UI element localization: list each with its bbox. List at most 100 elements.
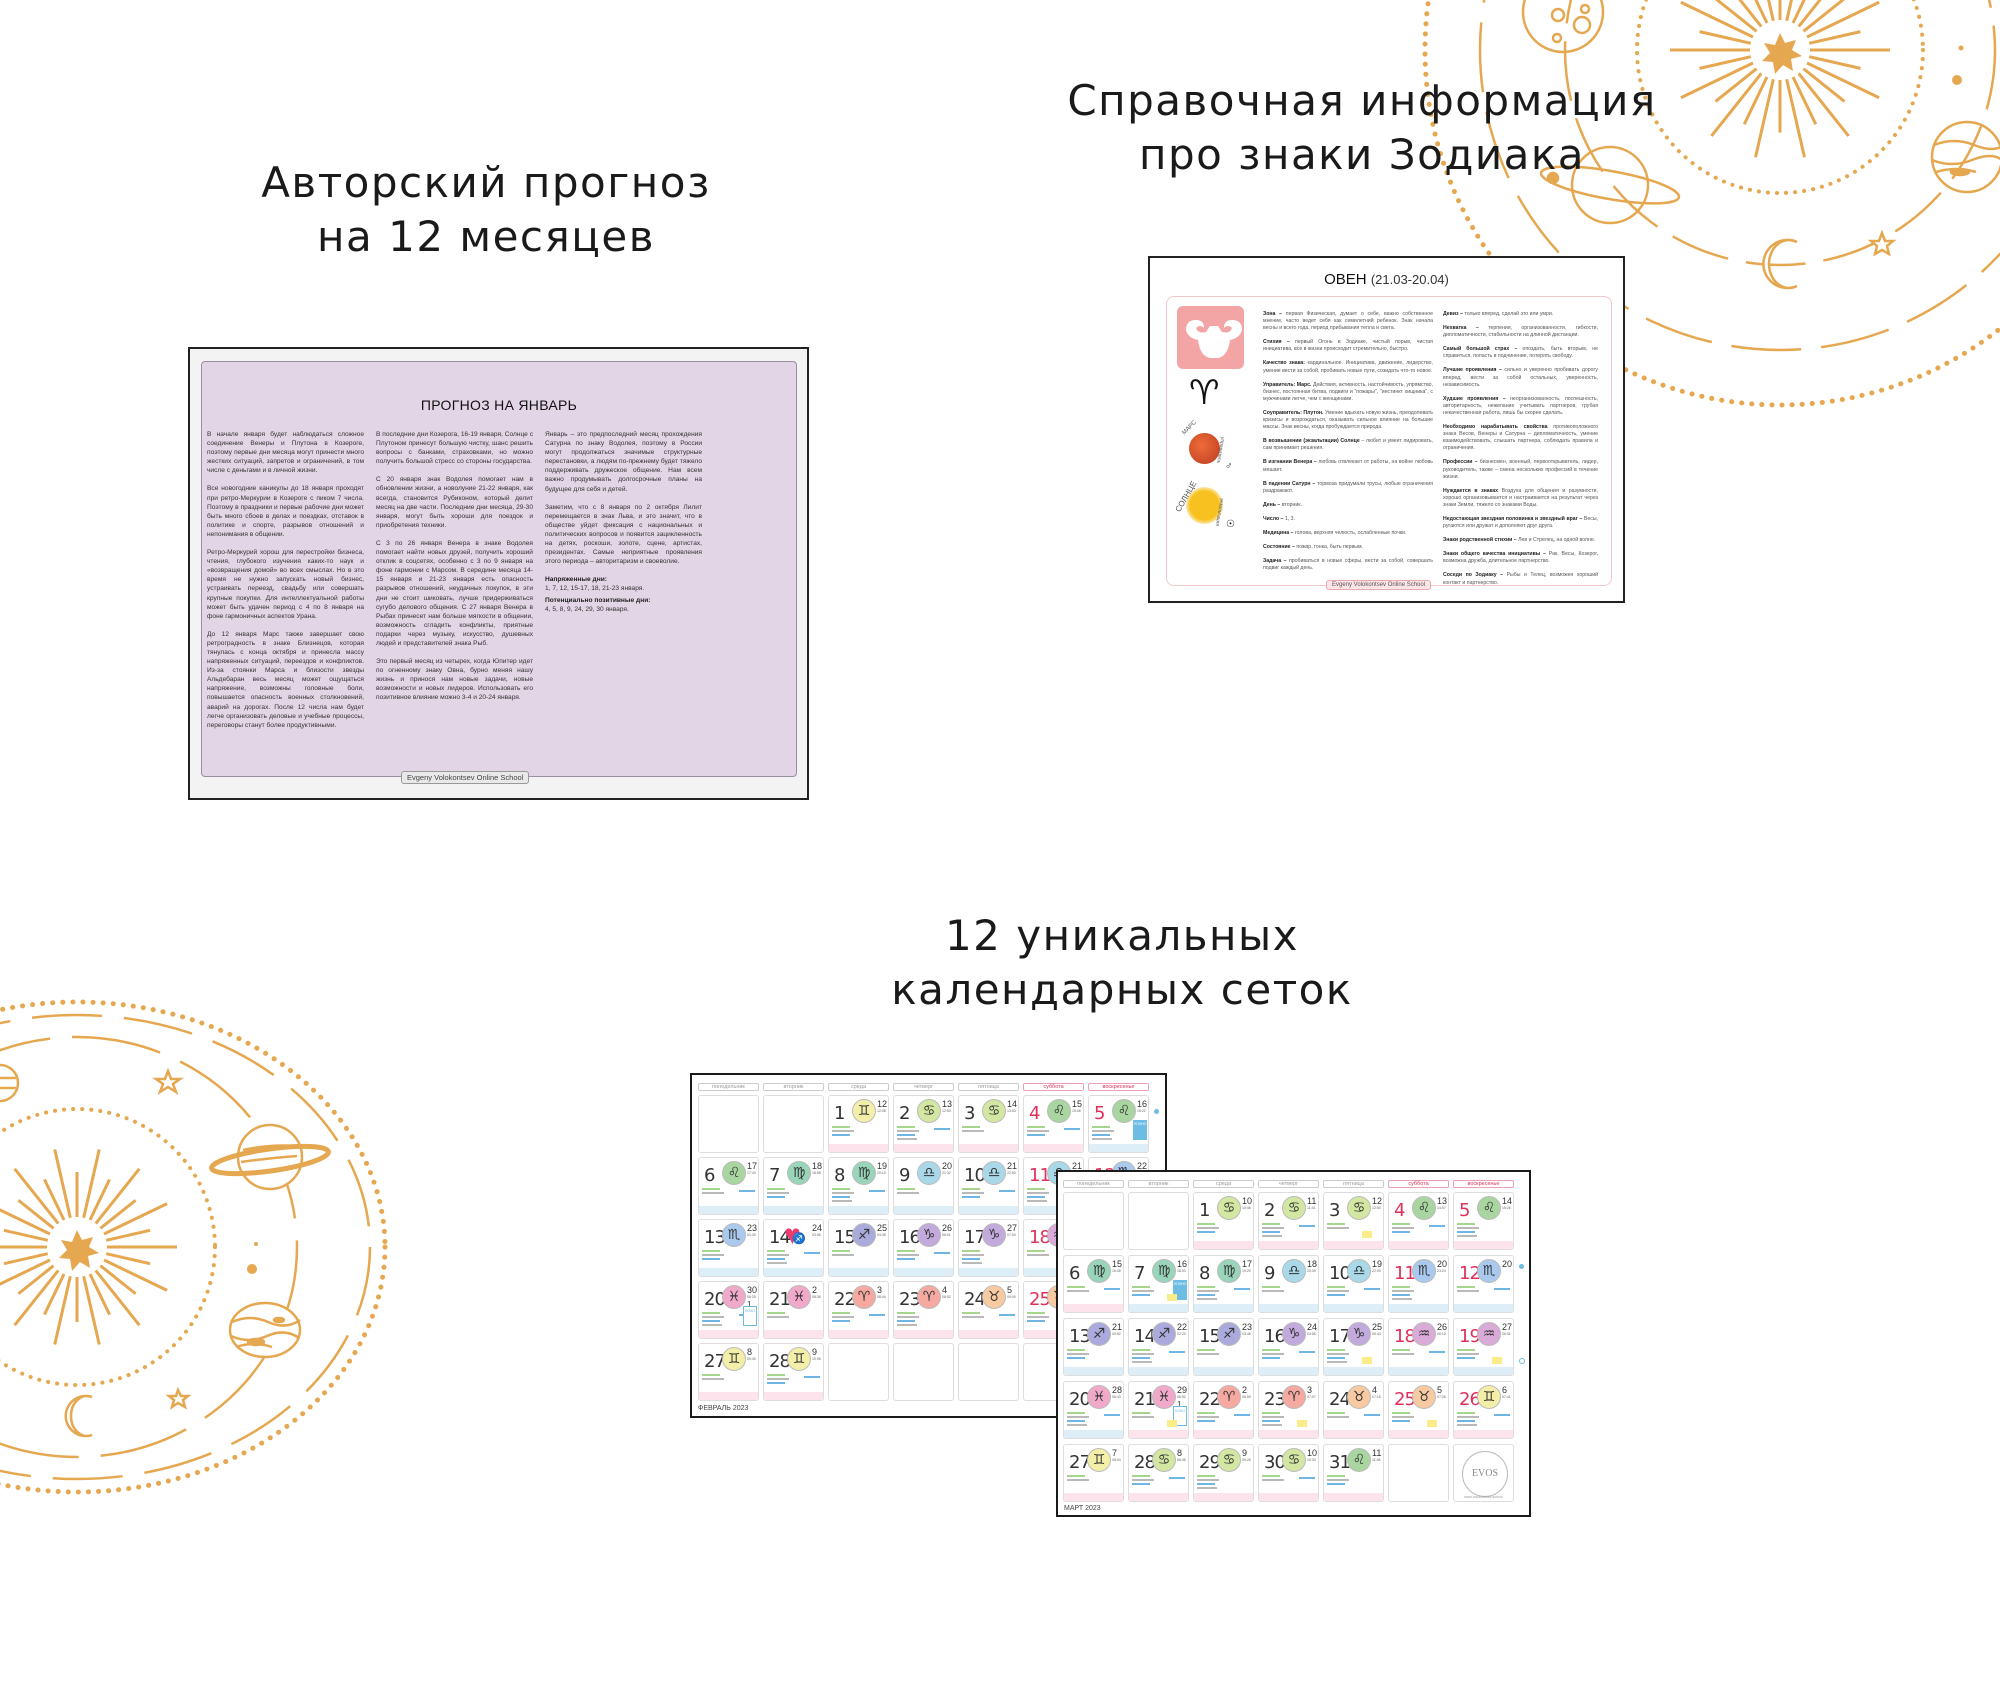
zodiac-sign-icon: ♈	[1282, 1385, 1306, 1409]
sun-ray	[103, 1258, 168, 1292]
day-number: 24	[964, 1289, 986, 1310]
zodiac-sign-icon: ♋	[982, 1099, 1006, 1123]
info-text: тормоза придумали трусы, любые ограничен…	[1263, 480, 1433, 494]
lunar-day: 18	[1307, 1259, 1318, 1269]
aspect-line	[1197, 1483, 1215, 1485]
aspect-line	[1494, 1414, 1510, 1416]
info-label: Число –	[1263, 515, 1284, 522]
day-footer-band	[959, 1144, 1018, 1152]
zodiac-sign-icon: ♌	[722, 1161, 746, 1185]
moonrise-time: 11:48	[1372, 1458, 1381, 1462]
aries-info-item: Качество знака: кардинальное. Инициатива…	[1263, 360, 1433, 374]
day-cell: 21 ♓ 2 08:36	[763, 1281, 824, 1339]
zodiac-sign-icon: ♒	[1477, 1322, 1501, 1346]
aspect-line	[1457, 1231, 1475, 1233]
day-cell: 14 ♐ 22 02:20	[1128, 1318, 1189, 1376]
aries-info-item: Знаки общего качества инициативы – Рак, …	[1443, 551, 1598, 565]
forecast-column-2: В последние дни Козерога, 16-19 января, …	[376, 430, 533, 712]
zodiac-sign-icon: ♑	[917, 1223, 941, 1247]
day-number: 25	[1394, 1389, 1416, 1410]
aspect-line	[1169, 1351, 1185, 1353]
day-footer-band	[829, 1144, 888, 1152]
sun-ray	[1680, 0, 1754, 39]
zodiac-sign-icon: ♐	[852, 1223, 876, 1247]
zodiac-sign-icon: ♑	[982, 1223, 1006, 1247]
aspect-line	[1197, 1487, 1217, 1489]
aspect-line	[832, 1200, 852, 1202]
day-number: 23	[1264, 1389, 1286, 1410]
lunar-day: 20	[1437, 1259, 1448, 1269]
day-number: 16	[1264, 1326, 1286, 1347]
day-number: 1	[1199, 1200, 1210, 1221]
zodiac-sign-icon: ♌	[1347, 1448, 1371, 1472]
day-footer-band	[894, 1330, 953, 1338]
aspect-line	[1067, 1286, 1085, 1288]
info-label: Задача –	[1263, 558, 1287, 565]
sun-ray	[1754, 78, 1775, 158]
zodiac-sign-icon: ♑	[1282, 1322, 1306, 1346]
zodiac-sign-icon: ♊	[787, 1347, 811, 1371]
moonrise-time: 15:06	[1072, 1109, 1081, 1113]
day-number: 5	[1094, 1103, 1105, 1124]
moonrise-time: 07:41	[1502, 1395, 1511, 1399]
moonrise-time: 07:07	[1307, 1395, 1316, 1399]
lunar-day: 20	[942, 1161, 953, 1171]
day-number: 28	[769, 1351, 791, 1372]
paragraph: Заметим, что с 8 января по 2 октября Лил…	[545, 503, 702, 566]
day-number: 20	[704, 1289, 726, 1310]
zodiac-sign-icon: ♓	[1087, 1385, 1111, 1409]
aspect-line	[1262, 1424, 1282, 1426]
aspect-line	[1197, 1479, 1219, 1481]
aspect-line	[962, 1312, 980, 1314]
info-text: бизнесмен, военный, первооткрыватель, ли…	[1443, 459, 1599, 480]
lunar-day: 15	[1112, 1259, 1123, 1269]
day-footer-band	[1024, 1268, 1083, 1276]
day-footer-band	[959, 1268, 1018, 1276]
zodiac-sign-icon: ♓	[1152, 1385, 1176, 1409]
moonrise-time: 10:34	[1307, 1458, 1316, 1462]
day-cell: 2 ♋ 13 12:53	[893, 1095, 954, 1153]
info-text: любовь отвлекает от работы, на войне люб…	[1263, 459, 1433, 473]
aspect-line	[1027, 1200, 1047, 1202]
aspect-line	[1197, 1353, 1219, 1355]
positive-days: 4, 5, 8, 9, 24, 29, 30 января.	[545, 605, 629, 613]
aspect-line	[897, 1254, 919, 1256]
tense-days: 1, 7, 12, 15-17, 18, 21-23 января.	[545, 585, 645, 593]
day-number: 25	[1029, 1289, 1051, 1310]
aspect-line	[999, 1314, 1015, 1316]
lunar-day: 21	[1112, 1322, 1123, 1332]
aries-info-item: В падении Сатурн – тормоза придумали тру…	[1263, 481, 1433, 495]
sign-dates: (21.03-20.04)	[1370, 272, 1449, 287]
ringed-planet-icon	[1539, 145, 1681, 225]
aspect-line	[1132, 1286, 1150, 1288]
zodiac-sign-icon: ♊	[852, 1099, 876, 1123]
heading-line: Авторский прогноз	[261, 158, 711, 207]
sun-ray	[1714, 67, 1758, 103]
day-number: 28	[1134, 1452, 1156, 1473]
aspect-line	[832, 1192, 854, 1194]
moonrise-time: 09:40	[747, 1357, 756, 1361]
aspect-line	[1262, 1479, 1284, 1481]
zodiac-sign-icon: ♈	[852, 1285, 876, 1309]
lunar-day: 24	[1307, 1322, 1318, 1332]
lunar-day: 15	[1072, 1099, 1083, 1109]
day-cell: 30 ♋ 10 10:34	[1258, 1444, 1319, 1502]
aspect-line	[1064, 1128, 1080, 1130]
lunar-day: 21	[1072, 1161, 1083, 1171]
zodiac-sign-icon: ♎	[917, 1161, 941, 1185]
sun-ray	[0, 1208, 51, 1236]
sun-ray	[1738, 0, 1763, 28]
day-footer-band	[1194, 1493, 1253, 1501]
legend-dot	[1154, 1109, 1159, 1114]
aries-info-item: Знаки родственной стихии – Лев и Стрелец…	[1443, 537, 1598, 544]
moonrise-time: 19:20	[1242, 1269, 1251, 1273]
mars-label: МАРС	[1181, 419, 1198, 437]
aries-info-item: Девиз – только вперед, сделай это или ум…	[1443, 311, 1598, 318]
info-text: Действия, активность, настойчивость, упр…	[1263, 381, 1434, 402]
aspect-line	[1364, 1414, 1380, 1416]
zodiac-sign-icon: ♉	[1347, 1385, 1371, 1409]
aspect-note	[1427, 1420, 1437, 1427]
day-cell: 19 ♒ 27 06:31	[1453, 1318, 1514, 1376]
moonrise-time: 03:06	[812, 1233, 821, 1237]
paragraph: С 20 января знак Водолея помогает нам в …	[376, 476, 533, 529]
